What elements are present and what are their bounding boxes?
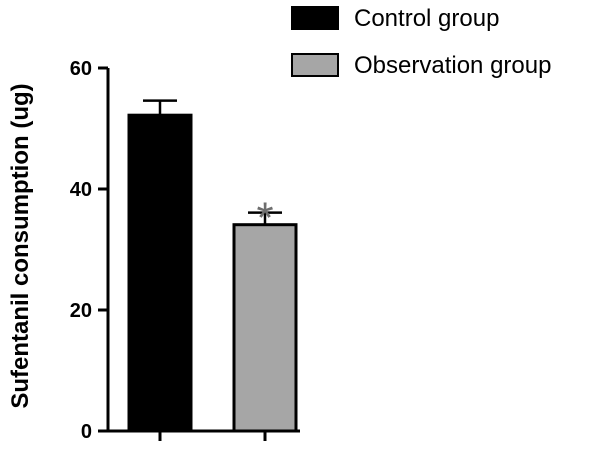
y-tick-label-20: 20 [70, 300, 92, 322]
bar-0 [127, 113, 193, 433]
legend-swatch-observation [291, 53, 339, 77]
legend-swatch-control [291, 6, 339, 30]
legend: Control group Observation group [291, 5, 551, 79]
y-tick-label-0: 0 [81, 421, 92, 443]
y-tick-label-60: 60 [70, 58, 92, 80]
y-axis-title: Sufentanil consumption (ug) [7, 83, 34, 408]
significance-mark-1: * [256, 194, 273, 243]
legend-label-observation: Observation group [354, 52, 551, 79]
legend-label-control: Control group [354, 5, 499, 32]
bar-1 [232, 223, 298, 433]
y-tick-label-40: 40 [70, 179, 92, 201]
